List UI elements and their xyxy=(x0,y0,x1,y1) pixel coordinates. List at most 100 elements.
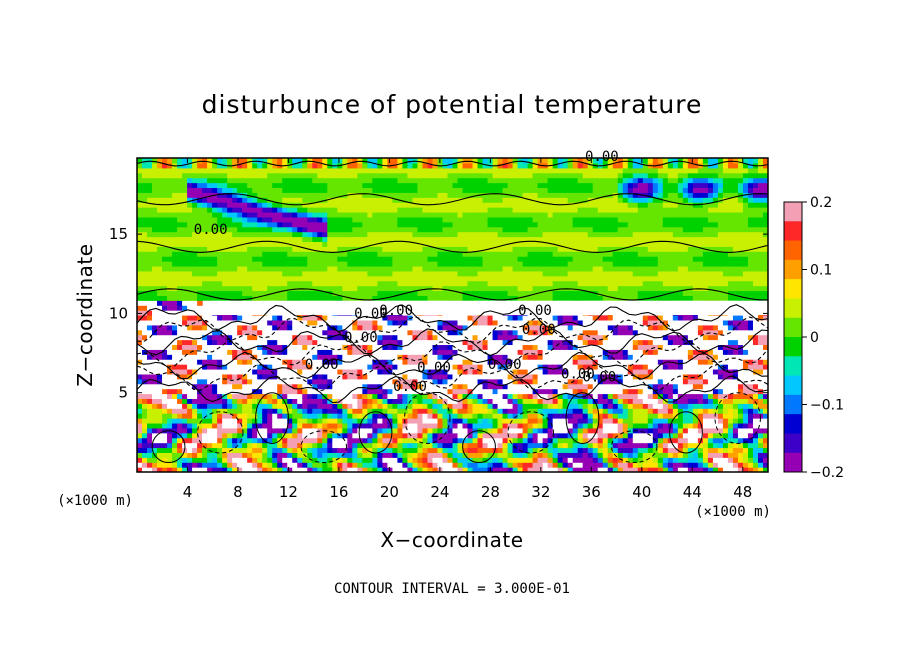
field-cell xyxy=(387,211,394,218)
field-cell xyxy=(352,285,358,292)
field-cell xyxy=(147,413,153,419)
field-cell xyxy=(317,207,323,213)
field-cell xyxy=(497,202,504,208)
field-cell xyxy=(412,329,419,336)
field-cell xyxy=(482,418,489,424)
field-cell xyxy=(372,457,378,463)
field-cell xyxy=(157,221,163,228)
field-cell xyxy=(202,270,208,277)
field-cell xyxy=(402,285,409,292)
field-cell xyxy=(227,221,233,228)
field-cell xyxy=(432,216,439,223)
field-cell xyxy=(397,359,404,365)
field-cell xyxy=(282,207,288,213)
field-cell xyxy=(197,339,203,346)
field-cell xyxy=(272,158,278,164)
field-cell xyxy=(392,295,399,301)
field-cell xyxy=(182,427,188,434)
field-cell xyxy=(442,462,449,468)
field-cell xyxy=(427,388,434,395)
field-cell xyxy=(322,261,328,267)
field-cell xyxy=(382,354,388,360)
field-cell xyxy=(482,467,489,472)
field-cell xyxy=(462,211,469,218)
field-cell xyxy=(412,344,419,350)
field-cell xyxy=(502,383,509,390)
field-cell xyxy=(172,167,178,174)
field-cell xyxy=(482,236,489,243)
field-cell xyxy=(302,241,308,247)
field-cell xyxy=(342,290,348,296)
field-cell xyxy=(382,226,388,233)
field-cell xyxy=(372,202,378,208)
field-cell xyxy=(327,315,333,321)
field-cell xyxy=(502,295,509,301)
field-cell xyxy=(312,447,318,453)
field-cell xyxy=(237,265,243,272)
field-cell xyxy=(507,226,514,233)
field-cell xyxy=(457,211,464,218)
field-cell xyxy=(337,251,343,257)
field-cell xyxy=(167,275,173,282)
field-cell xyxy=(322,251,328,257)
field-cell xyxy=(187,226,193,233)
field-cell xyxy=(472,236,479,243)
field-cell xyxy=(232,270,238,277)
field-cell xyxy=(187,280,193,287)
field-cell xyxy=(342,256,348,262)
field-cell xyxy=(492,221,499,228)
field-cell xyxy=(192,334,198,341)
field-cell xyxy=(287,467,293,472)
field-cell xyxy=(517,393,524,400)
field-cell xyxy=(272,447,278,453)
field-cell xyxy=(507,393,514,400)
field-cell xyxy=(297,246,303,252)
field-cell xyxy=(512,462,519,468)
field-cell xyxy=(292,207,298,213)
field-cell xyxy=(357,339,363,346)
field-cell xyxy=(352,162,358,169)
field-cell xyxy=(517,202,524,208)
field-cell xyxy=(282,275,288,282)
field-cell xyxy=(427,329,434,336)
field-cell xyxy=(502,398,509,404)
field-cell xyxy=(482,162,489,169)
field-cell xyxy=(507,236,514,243)
field-cell xyxy=(402,207,409,213)
field-cell xyxy=(317,172,323,179)
field-cell xyxy=(347,187,353,193)
field-cell xyxy=(272,182,278,189)
field-cell xyxy=(512,319,519,326)
field-cell xyxy=(162,437,168,444)
field-cell xyxy=(232,359,238,365)
field-cell xyxy=(142,290,148,296)
field-cell xyxy=(507,398,514,404)
field-cell xyxy=(207,285,213,292)
field-cell xyxy=(247,158,253,164)
field-cell xyxy=(402,270,409,277)
field-cell xyxy=(392,315,399,321)
field-cell xyxy=(187,354,193,360)
field-cell xyxy=(352,270,358,277)
field-cell xyxy=(517,172,524,179)
field-cell xyxy=(242,432,248,439)
field-cell xyxy=(242,354,248,360)
field-cell xyxy=(497,452,504,458)
field-cell xyxy=(467,368,474,375)
field-cell xyxy=(317,261,323,267)
field-cell xyxy=(162,261,168,267)
field-cell xyxy=(502,261,509,267)
field-cell xyxy=(337,236,343,243)
field-cell xyxy=(502,182,509,189)
field-cell xyxy=(322,172,328,179)
field-cell xyxy=(377,221,383,228)
field-cell xyxy=(252,354,258,360)
field-cell xyxy=(392,207,399,213)
field-cell xyxy=(137,344,143,350)
field-cell xyxy=(312,158,318,164)
field-cell xyxy=(217,285,223,292)
field-cell xyxy=(142,270,148,277)
field-cell xyxy=(522,187,529,193)
field-cell xyxy=(412,270,419,277)
field-cell xyxy=(462,265,469,272)
